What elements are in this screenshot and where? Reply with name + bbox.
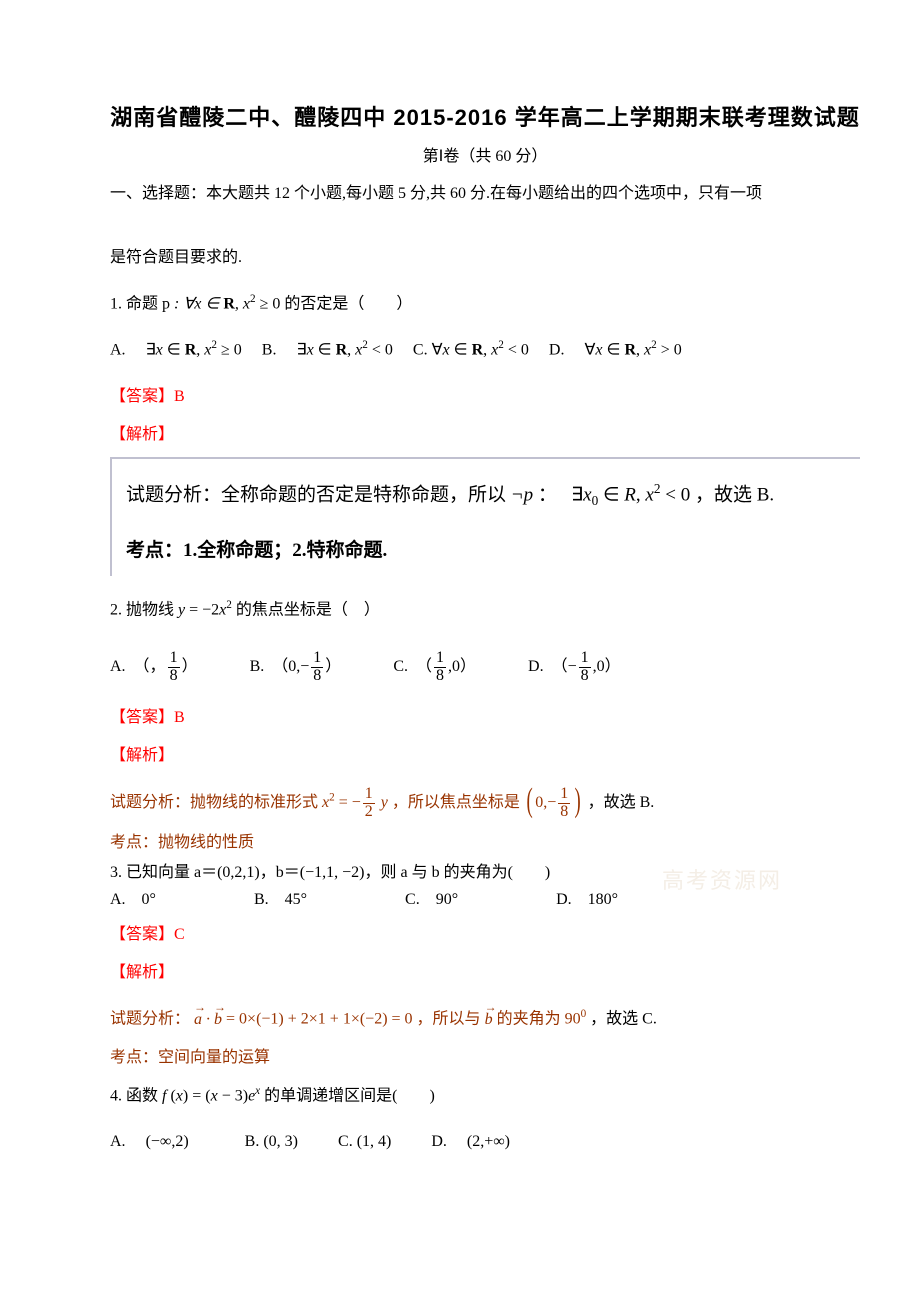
q2-ans-label: 【答案】 xyxy=(110,709,174,726)
q2-stem: 2. 抛物线 y = −2x2 的焦点坐标是（ ） xyxy=(110,594,860,626)
q1-optB-label: B. xyxy=(246,342,293,359)
q4-stem-b: 的单调递增区间是( ) xyxy=(264,1087,435,1104)
q3-optD: D. 180° xyxy=(556,891,618,908)
q4-optB: (0, 3) xyxy=(263,1133,298,1150)
q4-optA-label: A. xyxy=(110,1133,142,1150)
q4-stem: 4. 函数 f (x) = (x − 3)ex 的单调递增区间是( ) xyxy=(110,1080,860,1112)
q1-box-d: ，故选 B. xyxy=(695,484,774,505)
q2B-den: 8 xyxy=(311,668,323,685)
q1-R: R xyxy=(223,295,235,312)
q2-kaodian: 考点：抛物线的性质 xyxy=(110,827,860,859)
q3-ans-label: 【答案】 xyxy=(110,926,174,943)
q2-f1d: 2 xyxy=(363,804,375,821)
q2-ans-val: B xyxy=(174,709,185,726)
q2-ana-c: ，故选 B. xyxy=(588,794,655,811)
q1-optA-label: A. xyxy=(110,342,142,359)
doc-subtitle: 第Ⅰ卷（共 60 分） xyxy=(110,142,860,166)
q4-options: A. (−∞,2) B. (0, 3) C. (1, 4) D. (2,+∞) xyxy=(110,1126,860,1158)
q2C-den: 8 xyxy=(434,668,446,685)
q2-answer: 【答案】B xyxy=(110,702,860,734)
q3-ana-a: 试题分析： xyxy=(110,1011,190,1028)
q1-box-kaodian: 考点：1.全称命题；2.特称命题. xyxy=(126,535,846,562)
q1-ans-label: 【答案】 xyxy=(110,388,174,405)
q3-stem: 3. 已知向量 a＝(0,2,1)，b＝(−1,1, −2)，则 a 与 b 的… xyxy=(110,859,860,886)
q1-stem: 1. 命题 p : ∀x ∈ R, x2 ≥ 0 的否定是（ ） xyxy=(110,288,860,320)
q1-box-a: 试题分析：全称命题的否定是特称命题，所以 xyxy=(126,484,506,505)
q3-analysis: 试题分析： a · b = 0×(−1) + 2×1 + 1×(−2) = 0 … xyxy=(110,1003,860,1035)
q2-stem-prefix: 2. 抛物线 xyxy=(110,601,178,618)
q3-options: A. 0° B. 45° C. 90° D. 180° xyxy=(110,886,860,913)
q3-ana-b: ，所以与 xyxy=(417,1011,485,1028)
q2-f2d: 8 xyxy=(558,804,570,821)
q3-jiexi-label: 【解析】 xyxy=(110,957,860,989)
q3-vecb: b xyxy=(485,1004,493,1036)
q3-ans-val: C xyxy=(174,926,185,943)
q2-analysis: 试题分析：抛物线的标准形式 x2 = −12 y ，所以焦点坐标是 (0,−18… xyxy=(110,786,860,821)
q1-stem-prefix: 1. 命题 xyxy=(110,295,162,312)
q4-optC: (1, 4) xyxy=(357,1133,392,1150)
q3-kaodian: 考点：空间向量的运算 xyxy=(110,1042,860,1074)
q2-jiexi-label: 【解析】 xyxy=(110,740,860,772)
q2C-num: 1 xyxy=(434,650,446,668)
q3-answer: 【答案】C xyxy=(110,919,860,951)
q1-options: A. ∃x ∈ R, x2 ≥ 0 B. ∃x ∈ R, x2 < 0 C. ∀… xyxy=(110,334,860,366)
q1-analysis-box: 试题分析：全称命题的否定是特称命题，所以 ¬p ： ∃x0 ∈ R, x2 < … xyxy=(110,457,860,576)
section-header-line1: 一、选择题：本大题共 12 个小题,每小题 5 分,共 60 分.在每小题给出的… xyxy=(110,178,860,210)
q1-ans-val: B xyxy=(174,388,185,405)
q4-stem-a: 4. 函数 xyxy=(110,1087,162,1104)
q2D-den: 8 xyxy=(579,668,591,685)
q2-f1n: 1 xyxy=(363,786,375,804)
q3-optC: C. 90° xyxy=(405,891,458,908)
q1-optD-label: D. xyxy=(533,342,581,359)
q2-ana-a: 试题分析：抛物线的标准形式 xyxy=(110,794,322,811)
q2B-num: 1 xyxy=(311,650,323,668)
section-header-line2: 是符合题目要求的. xyxy=(110,242,860,274)
q4-optC-label: C. xyxy=(338,1133,357,1150)
q1-optC-label: C. xyxy=(397,342,432,359)
q2-options: A. （，18） B. （0,−18） C. （18,0） D. （−18,0） xyxy=(110,648,860,686)
q3-ana-c: 的夹角为 xyxy=(497,1011,565,1028)
q4-optB-label: B. xyxy=(245,1133,264,1150)
q4-optD-label: D. xyxy=(431,1133,463,1150)
q3-optA: A. 0° xyxy=(110,891,156,908)
q2A-num: 1 xyxy=(168,650,180,668)
q2D-num: 1 xyxy=(579,650,591,668)
q3-ana-d: ，故选 C. xyxy=(590,1011,657,1028)
q1-answer: 【答案】B xyxy=(110,381,860,413)
q2A-den: 8 xyxy=(168,668,180,685)
q2-f2n: 1 xyxy=(558,786,570,804)
q2-ana-b: ，所以焦点坐标是 xyxy=(392,794,524,811)
q3-optB: B. 45° xyxy=(254,891,307,908)
q2-stem-suffix: 的焦点坐标是（ ） xyxy=(236,601,380,618)
q1-jiexi-label: 【解析】 xyxy=(110,419,860,451)
doc-title: 湖南省醴陵二中、醴陵四中 2015-2016 学年高二上学期期末联考理数试题 xyxy=(110,100,860,132)
q1-stem-suffix: 的否定是（ ） xyxy=(284,295,412,312)
